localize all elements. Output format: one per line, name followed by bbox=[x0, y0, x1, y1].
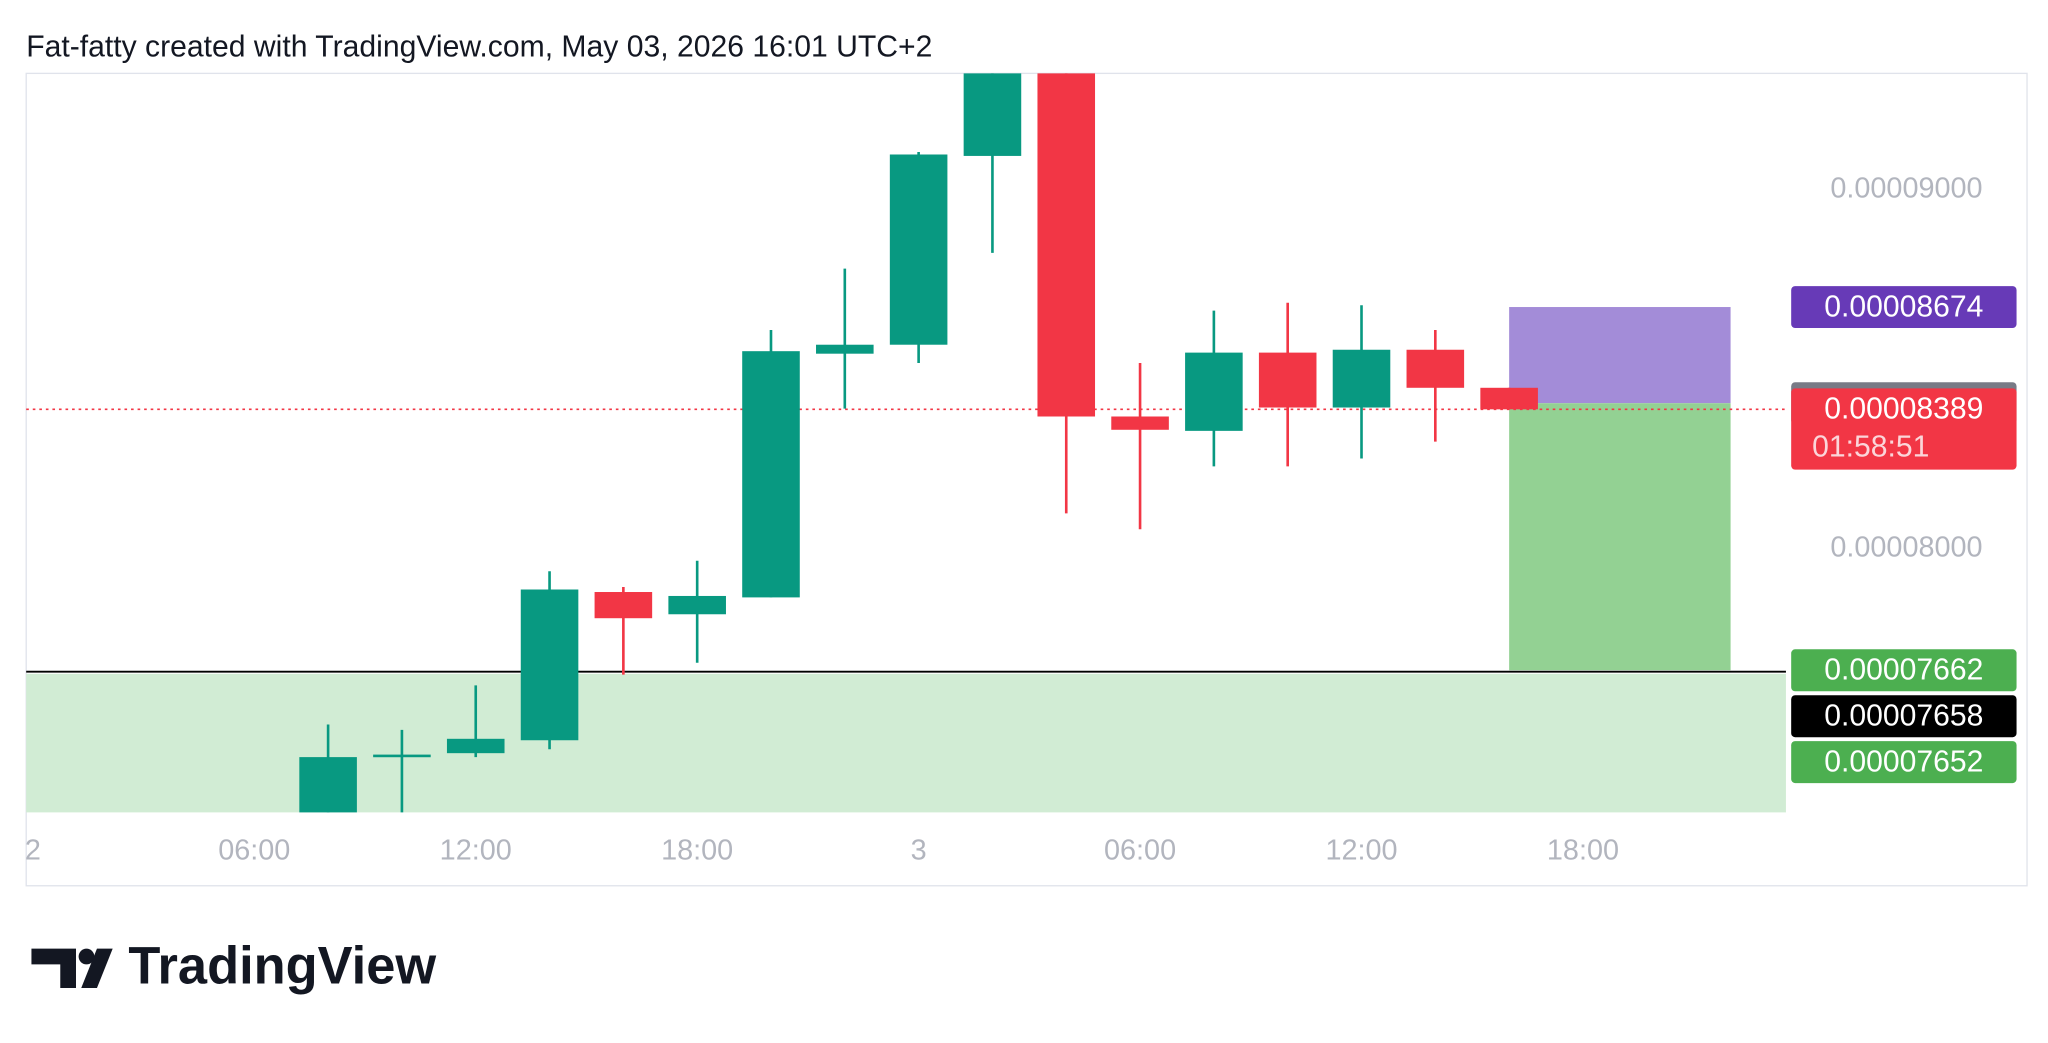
candle-body bbox=[742, 351, 800, 598]
candle-body bbox=[373, 754, 431, 758]
candle bbox=[1111, 363, 1169, 530]
y-tick-label: 0.00009000 bbox=[1830, 173, 1982, 205]
candle-body bbox=[816, 344, 874, 354]
candle-body bbox=[963, 73, 1022, 156]
y-tick-label: 0.00008000 bbox=[1830, 532, 1982, 564]
x-tick-label: 12:00 bbox=[440, 834, 512, 866]
brand-name: TradingView bbox=[128, 937, 436, 995]
stop-label-text: 0.00007662 bbox=[1824, 654, 1983, 687]
target-label-box bbox=[1791, 286, 2017, 328]
x-tick-label: 12:00 bbox=[1325, 834, 1397, 866]
line-label-box bbox=[1791, 695, 2017, 738]
candle bbox=[1406, 330, 1465, 442]
current-price-box bbox=[1791, 388, 2017, 470]
x-tick-label: 06:00 bbox=[1104, 834, 1176, 866]
zone-label-text: 0.00007652 bbox=[1824, 745, 1983, 778]
x-tick-label: 18:00 bbox=[1547, 834, 1619, 866]
candle bbox=[889, 151, 948, 364]
brand-logo bbox=[31, 948, 113, 988]
candle-body bbox=[1258, 352, 1317, 408]
candle bbox=[1332, 305, 1391, 459]
candle-body bbox=[1406, 349, 1465, 388]
candle-body bbox=[668, 595, 726, 615]
candle-body bbox=[889, 154, 948, 345]
position-lower bbox=[1509, 403, 1731, 671]
x-tick-label: 2 bbox=[25, 834, 41, 866]
candle-body bbox=[594, 592, 653, 619]
candle-body bbox=[1185, 352, 1243, 431]
candle bbox=[742, 330, 800, 598]
candle bbox=[816, 268, 874, 409]
candle-body bbox=[1480, 387, 1538, 410]
candle-body bbox=[299, 757, 357, 813]
x-tick-label: 06:00 bbox=[218, 834, 290, 866]
position-upper bbox=[1509, 307, 1731, 404]
candle bbox=[1258, 302, 1317, 467]
x-tick-label: 3 bbox=[911, 834, 927, 866]
candle bbox=[520, 571, 579, 750]
candle bbox=[594, 586, 653, 675]
target-label-text: 0.00008674 bbox=[1824, 290, 1983, 323]
candle bbox=[668, 560, 726, 663]
support-zone bbox=[26, 673, 1786, 813]
candle bbox=[299, 724, 357, 813]
candle-body bbox=[520, 589, 579, 741]
candle bbox=[373, 729, 431, 813]
line-label-text: 0.00007658 bbox=[1824, 700, 1983, 733]
candle-body bbox=[1037, 73, 1096, 417]
candle bbox=[963, 73, 1022, 253]
candle-body bbox=[446, 738, 505, 754]
candle bbox=[446, 685, 505, 758]
candle-body bbox=[1332, 349, 1391, 408]
candle bbox=[1037, 73, 1096, 514]
x-tick-label: 18:00 bbox=[661, 834, 733, 866]
countdown-text: 01:58:51 bbox=[1812, 431, 1929, 464]
chart-frame bbox=[25, 72, 2028, 887]
candle bbox=[1480, 387, 1538, 410]
candle bbox=[1185, 310, 1243, 467]
zone-label-box bbox=[1791, 741, 2017, 784]
current-price-text: 0.00008389 bbox=[1824, 393, 1983, 426]
candle-body bbox=[1111, 416, 1169, 430]
chart-title: Fat-fatty created with TradingView.com, … bbox=[26, 30, 932, 63]
stop-label-box bbox=[1791, 649, 2017, 692]
